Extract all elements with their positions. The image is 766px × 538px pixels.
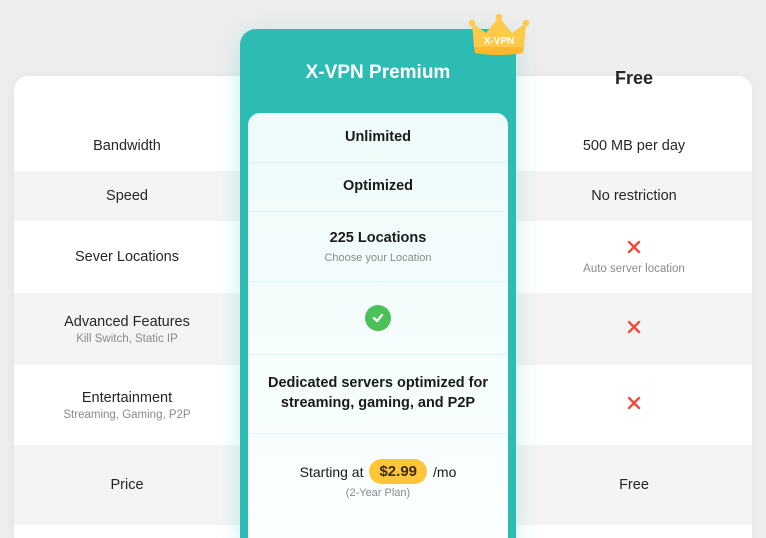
- premium-cell-text: Optimized: [343, 177, 413, 197]
- free-cell: Free: [516, 445, 752, 525]
- crown-icon: X-VPN: [468, 9, 530, 64]
- premium-cell-text: Dedicated servers optimized for streamin…: [262, 374, 494, 413]
- labels-column: Bandwidth Speed Sever Locations Advanced Fe…: [14, 35, 240, 538]
- premium-cell: [248, 282, 508, 355]
- price-suffix: /mo: [433, 464, 456, 480]
- premium-cell: Unlimited: [248, 113, 508, 163]
- row-label-sub: Kill Switch, Static IP: [76, 333, 178, 345]
- premium-body: Unlimited Optimized 225 Locations Choose yo…: [248, 113, 508, 538]
- row-label-text: Bandwidth: [93, 138, 161, 154]
- premium-card: X-VPN Premium UnlimitedOptimized225 Loca…: [240, 29, 516, 538]
- row-label-text: Speed: [106, 188, 148, 204]
- premium-column: X-VPN X-VPN Premium UnlimitedOptimized22…: [240, 35, 516, 538]
- comparison-table: Bandwidth Speed Sever Locations Advanced Fe…: [14, 35, 752, 538]
- row-label: Advanced Features Kill Switch, Static IP: [14, 293, 240, 365]
- premium-cell-sub: (2-Year Plan): [346, 487, 410, 499]
- check-icon: [365, 305, 391, 331]
- price-amount: $2.99: [369, 459, 427, 484]
- premium-cell: Starting at $2.99/mo (2-Year Plan): [248, 434, 508, 524]
- row-label-text: Entertainment: [82, 390, 172, 406]
- premium-cell: Dedicated servers optimized for streamin…: [248, 355, 508, 434]
- row-label-text: Price: [110, 477, 143, 493]
- free-column: Free 500 MB per day No restriction Auto se…: [516, 35, 752, 538]
- price-prefix: Starting at: [300, 464, 364, 480]
- crown-text: X-VPN: [484, 36, 515, 47]
- free-cell: Auto server location: [516, 221, 752, 293]
- labels-header: [14, 35, 240, 121]
- free-cell: [516, 365, 752, 445]
- free-cell: No restriction: [516, 171, 752, 221]
- row-label: Speed: [14, 171, 240, 221]
- row-label-text: Advanced Features: [64, 314, 190, 330]
- free-cell: 500 MB per day: [516, 121, 752, 171]
- row-label: Bandwidth: [14, 121, 240, 171]
- cross-icon: [626, 319, 642, 340]
- premium-cell-text: Unlimited: [345, 128, 411, 148]
- row-label-text: Sever Locations: [75, 249, 179, 265]
- premium-cell: Optimized: [248, 163, 508, 212]
- price-line: Starting at $2.99/mo: [300, 459, 457, 484]
- cross-icon: [626, 239, 642, 260]
- free-cell-text: 500 MB per day: [583, 138, 685, 154]
- premium-cell: 225 Locations Choose your Location: [248, 212, 508, 282]
- premium-cell-sub: Choose your Location: [324, 252, 431, 264]
- premium-cell-text: 225 Locations: [330, 229, 427, 249]
- row-label-sub: Streaming, Gaming, P2P: [63, 409, 190, 421]
- free-header: Free: [516, 35, 752, 121]
- cross-icon: [626, 395, 642, 416]
- free-cell-sub: Auto server location: [583, 263, 685, 275]
- row-label: Entertainment Streaming, Gaming, P2P: [14, 365, 240, 445]
- row-label: Price: [14, 445, 240, 525]
- free-cell: [516, 293, 752, 365]
- free-cell-text: Free: [619, 477, 649, 493]
- row-label: Sever Locations: [14, 221, 240, 293]
- free-cell-text: No restriction: [591, 188, 676, 204]
